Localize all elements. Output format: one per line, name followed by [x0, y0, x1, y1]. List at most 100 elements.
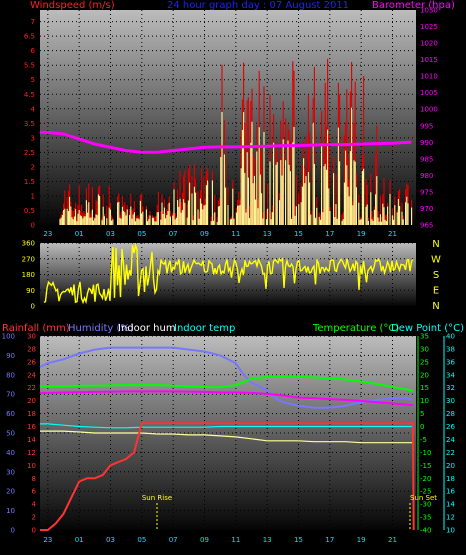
y-tick-label: 4	[32, 501, 37, 509]
x-tick-label: 15	[294, 230, 303, 238]
y-tick-label: 0	[32, 527, 36, 535]
y-tick-label-right: 970	[420, 205, 433, 213]
series-line-5	[40, 422, 415, 531]
series-line-2	[40, 390, 414, 407]
y-tick-label: 4	[31, 105, 36, 113]
y-tick-label-right: -10	[420, 449, 431, 457]
series-line-0	[39, 346, 414, 409]
legend-label: Humidity (%)	[68, 323, 134, 334]
y-tick-label: 20	[6, 488, 15, 496]
y-tick-label-right: -35	[420, 514, 431, 522]
y-tick-label-right: 22	[446, 449, 455, 457]
y-tick-label-right: 20	[420, 371, 429, 379]
y-tick-label: 5	[31, 76, 35, 84]
y-tick-label-right: 975	[420, 188, 433, 196]
x-tick-label: 09	[200, 230, 209, 238]
y-tick-label: 7	[31, 18, 35, 26]
y-tick-label: 1	[31, 192, 35, 200]
y-tick-label-right: 1000	[420, 106, 438, 114]
y-tick-label: 6	[31, 47, 36, 55]
y-tick-label: 180	[22, 271, 35, 279]
y-tick-label: 16	[27, 423, 36, 431]
y-tick-label-right: 20	[446, 462, 455, 470]
x-tick-label: 01	[75, 536, 84, 544]
y-tick-label-right: 14	[446, 501, 455, 509]
legend-label: Rainfall (mm)	[2, 323, 70, 334]
y-tick-label: 1.5	[24, 178, 35, 186]
y-tick-label-right: 1030	[420, 7, 438, 15]
y-tick-label: 5.5	[24, 62, 35, 70]
y-tick-label: 50	[6, 430, 15, 438]
y-tick-label-right: 36	[446, 358, 455, 366]
x-tick-label: 17	[325, 536, 334, 544]
x-tick-label: 07	[169, 230, 178, 238]
y-tick-label-right: 1005	[420, 89, 438, 97]
y-tick-label: 0	[31, 222, 35, 230]
y-tick-label: 80	[6, 371, 15, 379]
x-tick-label: 19	[357, 230, 366, 238]
x-tick-label: 11	[231, 536, 240, 544]
y-tick-label-right: 40	[446, 333, 455, 341]
y-tick-label: 70	[6, 391, 15, 399]
x-tick-label: 01	[75, 230, 84, 238]
x-tick-label: 21	[388, 230, 397, 238]
y-tick-label: 270	[22, 255, 35, 263]
y-tick-label-right: -25	[420, 488, 431, 496]
y-tick-label: 2	[32, 514, 36, 522]
compass-label: N	[432, 239, 439, 250]
y-tick-label: 22	[27, 384, 36, 392]
series-line-4	[40, 430, 413, 444]
x-tick-label: 23	[43, 230, 52, 238]
y-tick-label-right: 28	[446, 410, 455, 418]
y-tick-label: 2.5	[24, 149, 35, 157]
y-tick-label-right: 1015	[420, 56, 438, 64]
legend-label: Indoor temp	[174, 323, 235, 334]
windspeed-axis-title: Windspeed (m/s)	[30, 0, 115, 11]
y-tick-label-right: 1020	[420, 40, 438, 48]
y-tick-label: 12	[27, 449, 36, 457]
x-tick-label: 05	[137, 230, 146, 238]
y-tick-label-right: 15	[420, 384, 429, 392]
y-tick-label-right: 12	[446, 514, 455, 522]
y-tick-label: 2	[31, 163, 35, 171]
series-line-1	[40, 375, 414, 392]
windspeed-panel: 0 0.5 1 1.5 2 2.5 3 3.5 4 4.5 5 5.5 6 6.5 7 965 970 975 9…	[24, 0, 455, 238]
compass-label: S	[433, 270, 439, 281]
temperature-panel: 0102030405060708090100024681012141618202…	[2, 323, 464, 544]
y-tick-label: 28	[27, 345, 36, 353]
y-tick-label-right: 0	[420, 423, 424, 431]
y-tick-label: 6	[32, 488, 37, 496]
y-tick-label-right: 16	[446, 488, 455, 496]
y-tick-label-right: 18	[446, 475, 455, 483]
y-tick-label-right: 965	[420, 222, 433, 230]
y-tick-label-right: -20	[420, 475, 431, 483]
y-tick-label: 30	[27, 333, 36, 341]
y-tick-label: 10	[6, 507, 15, 515]
y-tick-label: 6.5	[24, 33, 35, 41]
y-tick-label-right: 35	[420, 333, 429, 341]
y-tick-label: 40	[6, 449, 15, 457]
x-tick-label: 05	[137, 536, 146, 544]
y-tick-label-right: 995	[420, 122, 433, 130]
x-tick-label: 13	[263, 536, 272, 544]
y-tick-label: 360	[22, 240, 35, 248]
y-tick-label-right: -30	[420, 501, 431, 509]
barometer-axis-title: Barometer (hpa)	[372, 0, 455, 11]
compass-label: N	[432, 301, 439, 312]
y-tick-label-right: 24	[446, 436, 455, 444]
x-tick-label: 19	[357, 536, 366, 544]
x-tick-label: 07	[169, 536, 178, 544]
series-line-3	[40, 423, 413, 429]
y-tick-label: 0	[31, 303, 35, 311]
y-tick-label: 90	[6, 352, 15, 360]
y-tick-label-right: 32	[446, 384, 455, 392]
x-tick-label: 03	[106, 230, 115, 238]
compass-label: W	[431, 255, 441, 266]
y-tick-label: 0	[11, 527, 15, 535]
sun-label: Sun Rise	[142, 494, 172, 502]
chart-title: 24 hour graph day : 07 August 2011	[167, 0, 349, 11]
y-tick-label: 4.5	[24, 91, 35, 99]
y-tick-label-right: 26	[446, 423, 455, 431]
